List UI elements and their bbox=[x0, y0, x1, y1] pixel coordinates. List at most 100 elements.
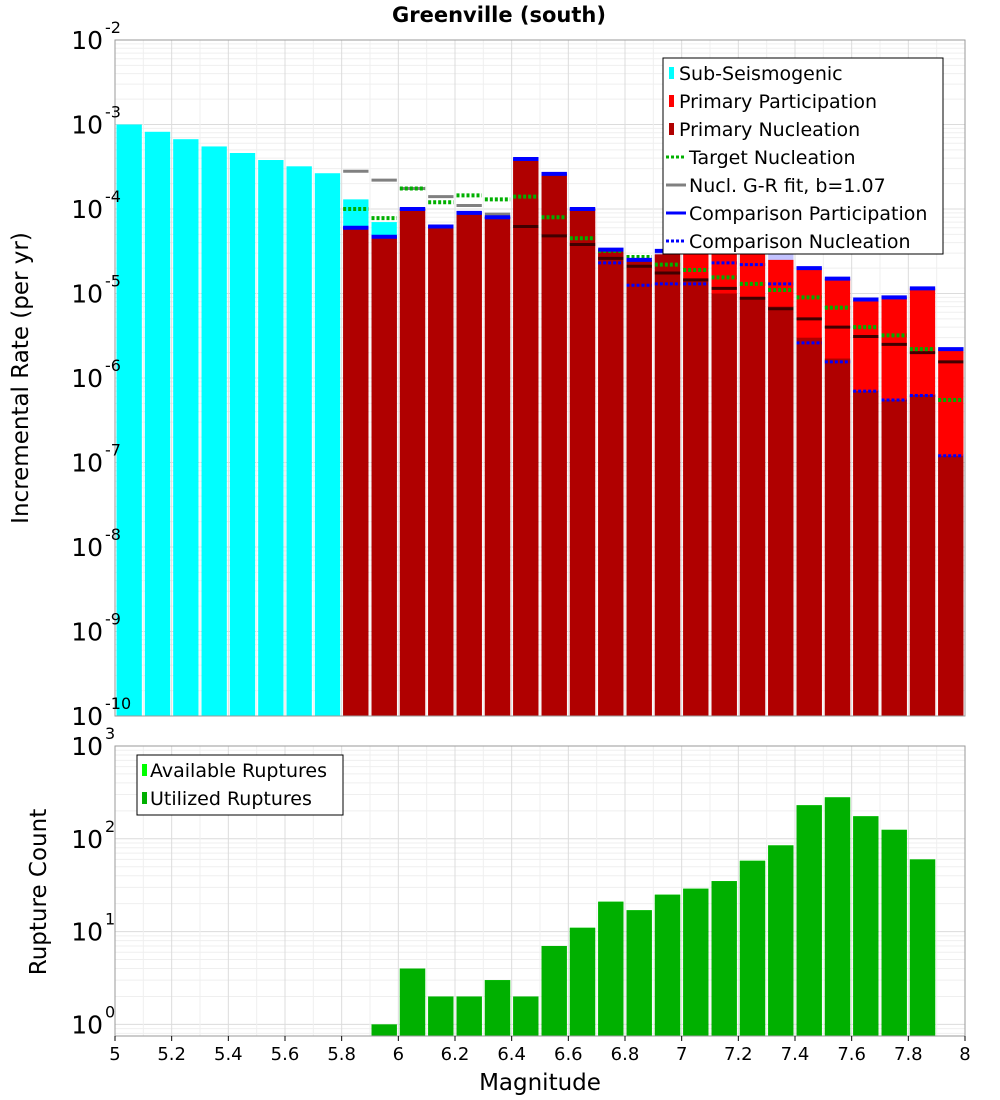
rate-y-tick-label: 10 bbox=[71, 280, 103, 309]
sub-seismogenic-bar bbox=[201, 146, 227, 717]
sub-seismogenic-bar bbox=[116, 124, 142, 716]
rate-y-tick-exponent: -8 bbox=[105, 525, 121, 544]
legend-swatch bbox=[142, 764, 147, 776]
count-y-tick-label: 10 bbox=[71, 918, 103, 947]
count-y-axis-label: Rupture Count bbox=[26, 809, 52, 975]
rate-y-tick-exponent: -5 bbox=[105, 272, 121, 291]
count-bars bbox=[371, 797, 936, 1036]
count-grid bbox=[114, 746, 966, 1036]
utilized-ruptures-bar bbox=[598, 901, 624, 1036]
primary-nucleation-bar bbox=[626, 259, 652, 716]
primary-nucleation-bar bbox=[343, 227, 369, 716]
primary-nucleation-bar bbox=[428, 226, 454, 716]
legend-swatch bbox=[669, 67, 674, 79]
utilized-ruptures-bar bbox=[569, 927, 596, 1036]
sub-seismogenic-bar bbox=[258, 160, 284, 716]
sub-seismogenic-bar bbox=[229, 152, 256, 717]
sub-seismogenic-bar bbox=[286, 166, 312, 716]
primary-nucleation-bar bbox=[513, 159, 539, 716]
rate-plot-frame bbox=[114, 39, 966, 717]
rate-y-tick-exponent: -6 bbox=[105, 356, 121, 375]
legend-label: Utilized Ruptures bbox=[150, 788, 312, 810]
x-tick-label: 7.4 bbox=[781, 1044, 810, 1065]
x-axis-label: Magnitude bbox=[479, 1070, 601, 1096]
count-y-tick-exponent: 2 bbox=[105, 817, 115, 836]
legend-label: Comparison Nucleation bbox=[689, 231, 911, 253]
x-tick-label: 7.6 bbox=[837, 1044, 866, 1065]
rate-legend: Sub-Seismogenic Primary Participation Prim… bbox=[662, 57, 944, 255]
primary-nucleation-bar bbox=[711, 293, 737, 716]
rate-y-tick-label: 10 bbox=[71, 111, 103, 140]
utilized-ruptures-bar bbox=[768, 845, 794, 1036]
count-y-tick-exponent: 1 bbox=[105, 910, 115, 929]
x-tick-label: 5.4 bbox=[214, 1044, 243, 1065]
utilized-ruptures-bar bbox=[824, 797, 851, 1036]
count-y-tick-exponent: 3 bbox=[105, 724, 115, 743]
utilized-ruptures-bar bbox=[909, 859, 936, 1036]
utilized-ruptures-bar bbox=[371, 1024, 397, 1036]
primary-nucleation-bar bbox=[598, 249, 624, 716]
rate-y-axis-label: Incremental Rate (per yr) bbox=[8, 232, 34, 524]
x-tick-label: 5.2 bbox=[157, 1044, 186, 1065]
legend-label: Primary Nucleation bbox=[679, 119, 860, 141]
utilized-ruptures-bar bbox=[626, 910, 652, 1036]
primary-nucleation-bar bbox=[371, 236, 397, 716]
legend-label: Comparison Participation bbox=[689, 203, 927, 225]
rate-y-tick-label: 10 bbox=[71, 26, 103, 55]
rate-y-tick-exponent: -4 bbox=[105, 187, 121, 206]
x-tick-label: 7.8 bbox=[894, 1044, 923, 1065]
count-y-tick-label: 10 bbox=[71, 1010, 103, 1039]
primary-nucleation-bar bbox=[399, 209, 426, 716]
x-tick-label: 6.6 bbox=[554, 1044, 583, 1065]
rate-y-tick-label: 10 bbox=[71, 533, 103, 562]
utilized-ruptures-bar bbox=[711, 881, 737, 1036]
primary-nucleation-bar bbox=[569, 209, 596, 716]
x-tick-label: 7 bbox=[676, 1044, 687, 1065]
legend-swatch bbox=[669, 123, 674, 135]
x-tick-label: 6.4 bbox=[497, 1044, 526, 1065]
rate-y-tick-exponent: -3 bbox=[105, 103, 121, 122]
legend-label: Target Nucleation bbox=[688, 147, 856, 169]
utilized-ruptures-bar bbox=[513, 996, 539, 1036]
utilized-ruptures-bar bbox=[428, 996, 454, 1036]
primary-nucleation-bar bbox=[881, 399, 907, 716]
x-tick-label: 8 bbox=[959, 1044, 970, 1065]
primary-nucleation-bar bbox=[853, 391, 879, 716]
utilized-ruptures-bar bbox=[739, 860, 766, 1036]
x-tick-label: 5.8 bbox=[327, 1044, 356, 1065]
utilized-ruptures-bar bbox=[881, 829, 907, 1036]
primary-nucleation-bar bbox=[683, 278, 709, 716]
utilized-ruptures-bar bbox=[796, 805, 822, 1036]
sub-seismogenic-bar bbox=[173, 139, 199, 717]
x-tick-label: 6 bbox=[393, 1044, 404, 1065]
rate-y-tick-label: 10 bbox=[71, 449, 103, 478]
primary-nucleation-bar bbox=[796, 337, 822, 716]
primary-nucleation-bar bbox=[768, 306, 794, 716]
chart-title: Greenville (south) bbox=[392, 3, 606, 27]
primary-nucleation-bar bbox=[824, 358, 851, 716]
count-y-tick-exponent: 0 bbox=[105, 1002, 115, 1021]
legend-label: Sub-Seismogenic bbox=[679, 63, 843, 85]
x-tick-label: 6.2 bbox=[441, 1044, 470, 1065]
rate-y-tick-exponent: -7 bbox=[105, 441, 121, 460]
legend-label: Available Ruptures bbox=[150, 760, 327, 782]
rate-y-tick-exponent: -10 bbox=[105, 694, 131, 713]
sub-seismogenic-bar bbox=[314, 173, 341, 716]
count-x-ticks: 5 5.2 5.4 5.6 5.8 6 6.2 6.4 6.6 6.8 7 7.2 7.4 7.6 7.8 8 bbox=[109, 1036, 971, 1065]
rate-y-tick-exponent: -2 bbox=[105, 18, 121, 37]
count-y-tick-label: 10 bbox=[71, 825, 103, 854]
primary-nucleation-bar bbox=[909, 394, 936, 716]
rate-y-tick-label: 10 bbox=[71, 702, 103, 731]
primary-nucleation-bar bbox=[938, 455, 964, 716]
primary-nucleation-bar bbox=[484, 217, 511, 716]
utilized-ruptures-bar bbox=[654, 894, 681, 1036]
rate-y-tick-exponent: -9 bbox=[105, 610, 121, 629]
primary-nucleation-bar bbox=[654, 254, 681, 716]
rate-y-tick-label: 10 bbox=[71, 195, 103, 224]
utilized-ruptures-bar bbox=[683, 888, 709, 1036]
